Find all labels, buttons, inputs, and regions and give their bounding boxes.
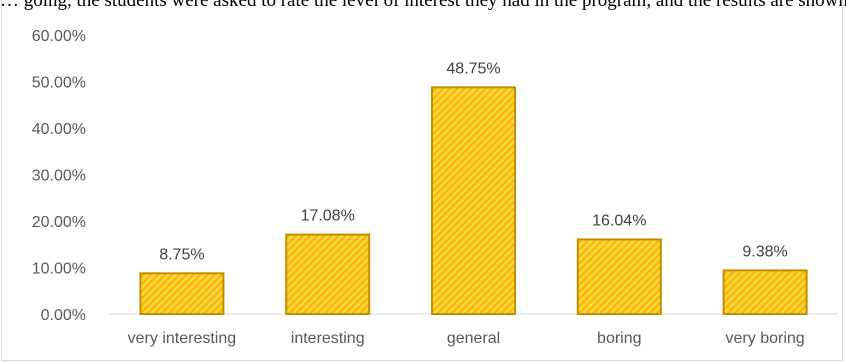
y-tick-label: 50.00% <box>32 75 86 92</box>
x-category-label: very interesting <box>128 330 237 347</box>
x-axis: very interesting interesting general boring… <box>109 313 838 347</box>
bar <box>285 233 371 315</box>
y-tick-label: 30.00% <box>32 168 86 185</box>
y-axis: 0.00% 10.00% 20.00% 30.00% 40.00% 50.00% 60.00… <box>32 28 86 324</box>
bar-value-label: 48.75% <box>446 60 500 77</box>
bar-value-label: 17.08% <box>301 208 355 225</box>
bar-value-label: 9.38% <box>742 243 787 260</box>
x-category-label: interesting <box>291 330 365 347</box>
x-category-label: general <box>447 330 500 347</box>
x-category-label: boring <box>597 330 641 347</box>
bar <box>431 86 516 315</box>
bar-value-label: 16.04% <box>592 212 646 229</box>
cropped-caption-text: … going, the students were asked to rate… <box>0 0 846 11</box>
bar <box>139 272 225 315</box>
y-tick-label: 40.00% <box>32 121 86 138</box>
y-tick-label: 20.00% <box>32 214 86 231</box>
bar <box>576 238 662 315</box>
bar-value-label: 8.75% <box>159 246 204 263</box>
bars-group <box>139 86 808 315</box>
x-category-label: very boring <box>726 330 805 347</box>
y-tick-label: 10.00% <box>32 261 86 278</box>
y-tick-label: 0.00% <box>41 307 86 324</box>
data-labels-group: 8.75% 17.08% 48.75% 16.04% 9.38% <box>159 60 788 263</box>
y-tick-label: 60.00% <box>32 28 86 45</box>
bar <box>722 269 808 315</box>
